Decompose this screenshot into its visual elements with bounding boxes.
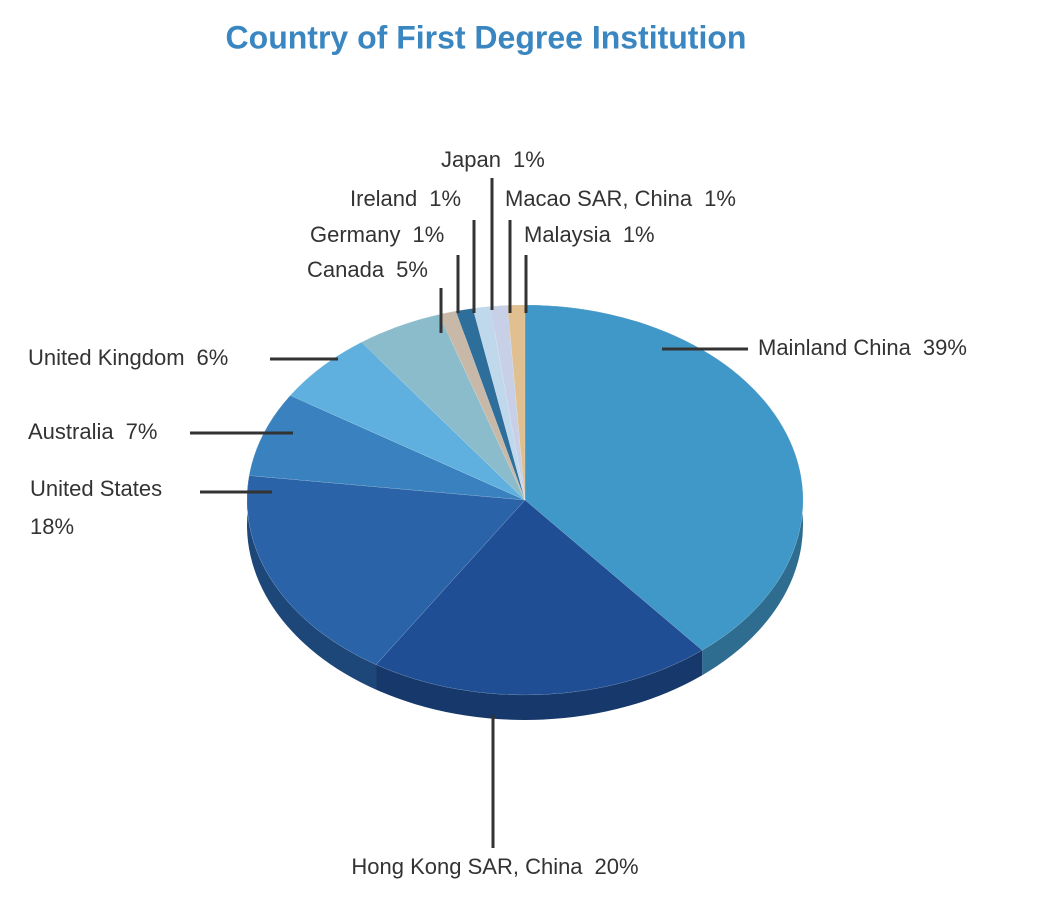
slice [361,314,526,501]
value-label: 6% [197,345,229,370]
value-label: 7% [126,419,158,444]
category-label: Germany [310,222,400,247]
slice-side [376,650,703,720]
category-label: Mainland China [758,335,912,360]
data-label: United States 18% [30,476,162,539]
category-label: Canada [307,257,385,282]
category-label: Australia [28,419,114,444]
category-label: United States [30,476,162,501]
data-label: Germany 1% [310,222,444,247]
data-label: Canada 5% [307,257,428,282]
value-label: 1% [412,222,444,247]
value-label: 1% [704,186,736,211]
slice-side [247,475,377,690]
slice [289,341,526,501]
category-label: Hong Kong SAR, China [351,854,583,879]
data-label: Hong Kong SAR, China 20% [351,854,638,879]
data-label: Japan 1% [441,147,545,172]
slice [375,499,703,696]
slice [524,304,804,651]
value-label: 20% [595,854,639,879]
value-label: 5% [396,257,428,282]
category-label: United Kingdom [28,345,185,370]
data-label: United Kingdom 6% [28,345,228,370]
category-label: Ireland [350,186,417,211]
category-label: Malaysia [524,222,612,247]
value-label: 1% [623,222,655,247]
data-label: Malaysia 1% [524,222,655,247]
data-label: Australia 7% [28,419,157,444]
data-label: Ireland 1% [350,186,461,211]
pie-tops [246,304,804,696]
value-label: 1% [513,147,545,172]
slice [246,475,526,665]
value-label: 1% [429,186,461,211]
slice [438,310,526,501]
data-label: Mainland China 39% [758,335,967,360]
category-label: Japan [441,147,501,172]
value-label: 18% [30,514,74,539]
slice [489,305,526,501]
value-label: 39% [923,335,967,360]
data-label: Macao SAR, China 1% [505,186,736,211]
chart-title: Country of First Degree Institution [226,19,747,55]
category-label: Macao SAR, China [505,186,693,211]
